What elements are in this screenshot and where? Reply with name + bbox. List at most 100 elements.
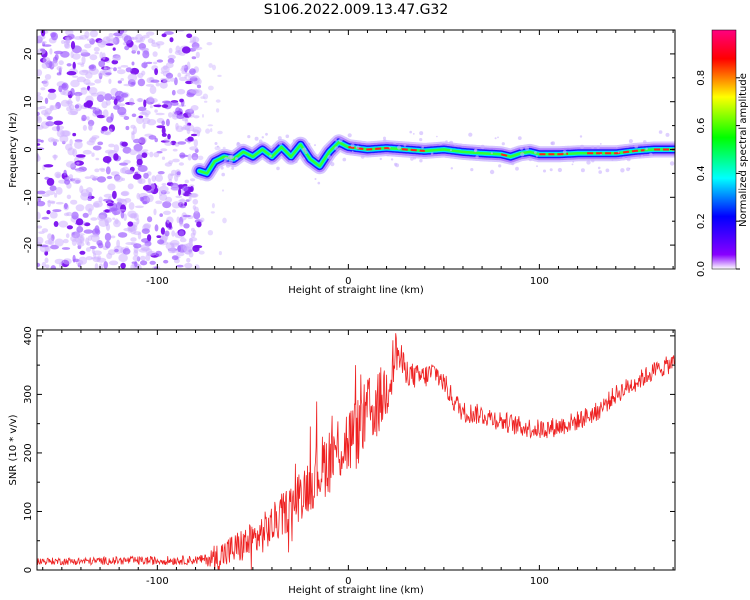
spectrogram-noise-blob — [37, 69, 43, 77]
spectrogram-noise-blob — [72, 61, 76, 70]
spectrogram-ridge-core — [539, 152, 568, 156]
spectrogram-noise-blob — [140, 260, 148, 266]
spectrogram-noise-blob — [192, 245, 200, 253]
spectrogram-noise-blob — [53, 50, 64, 55]
spectrogram-noise-blob — [79, 185, 84, 194]
spectrogram-noise-blob — [118, 253, 128, 263]
spectrogram-noise-blob — [185, 80, 193, 85]
spectrogram-scatter-point — [382, 139, 387, 143]
spectrogram-noise-blob — [62, 258, 72, 265]
spectrogram-noise-blob — [101, 126, 108, 132]
spectrogram-noise-blob — [122, 248, 131, 255]
spectrogram-scatter-point — [579, 135, 583, 138]
spectrogram-noise-blob — [53, 139, 60, 143]
y-tick-label: 0 — [23, 567, 34, 573]
spectrogram-scatter-point — [596, 145, 600, 149]
spectrogram-noise-blob — [159, 81, 168, 89]
spectrogram-noise-blob — [117, 106, 127, 116]
spectrogram-noise-blob — [185, 199, 190, 202]
spectrogram-noise-blob — [45, 190, 56, 196]
spectrogram-noise-blob — [120, 65, 129, 68]
spectrogram-noise-blob — [117, 103, 126, 107]
spectrogram-scatter-point — [302, 157, 306, 160]
spectrogram-noise-blob — [165, 196, 173, 203]
spectrogram-scatter-point — [645, 147, 648, 151]
spectrogram-noise-blob — [149, 98, 158, 103]
spectrogram-scatter-point — [517, 136, 522, 141]
spectrogram-noise-blob — [67, 98, 73, 107]
spectrogram-noise-blob — [165, 118, 170, 127]
spectrogram-noise-blob — [94, 108, 103, 117]
spectrogram-noise-blob — [200, 96, 206, 99]
spectrogram-noise-blob — [50, 265, 56, 269]
spectrogram-scatter-point — [494, 137, 497, 140]
spectrogram-scatter-point — [597, 166, 601, 170]
spectrogram-noise-blob — [168, 112, 173, 118]
spectrogram-noise-blob — [108, 33, 114, 38]
spectrogram-noise-blob — [104, 93, 113, 101]
x-tick-label: 0 — [345, 276, 351, 287]
spectrogram-noise-blob — [114, 248, 119, 253]
spectrogram-noise-blob — [54, 258, 64, 265]
spectrogram-noise-blob — [42, 57, 51, 64]
spectrogram-noise-blob — [192, 205, 197, 210]
spectrogram-noise-blob — [37, 190, 46, 195]
spectrogram-noise-blob — [211, 203, 215, 209]
colorbar-tick-label: 0.4 — [696, 165, 707, 181]
spectrogram-noise-blob — [161, 132, 167, 137]
spectrogram-noise-blob — [60, 130, 70, 137]
spectrogram-noise-blob — [37, 262, 41, 267]
spectrogram-noise-blob — [76, 161, 80, 165]
spectrogram-noise-blob — [171, 230, 176, 237]
spectrogram-noise-blob — [41, 40, 47, 44]
spectrogram-noise-blob — [136, 218, 140, 225]
spectrogram-noise-blob — [196, 84, 202, 89]
spectrogram-noise-blob — [59, 134, 69, 143]
spectrogram-noise-blob — [130, 67, 140, 75]
spectrogram-noise-blob — [96, 114, 106, 119]
spectrogram-noise-blob — [177, 245, 182, 253]
spectrogram-noise-blob — [119, 162, 128, 166]
spectrogram-noise-blob — [96, 176, 107, 183]
spectrogram-noise-blob — [147, 216, 153, 223]
spectrogram-noise-blob — [149, 105, 153, 109]
spectrogram-noise-blob — [188, 251, 194, 258]
spectrogram-noise-blob — [189, 193, 199, 198]
spectrogram-scatter-point — [265, 132, 268, 136]
spectrogram-noise-blob — [177, 235, 185, 239]
spectrogram-noise-blob — [171, 255, 179, 261]
spectrogram-noise-blob — [72, 53, 81, 60]
spectrogram-noise-blob — [207, 230, 214, 236]
spectrogram-noise-blob — [156, 235, 162, 239]
spectrogram-noise-blob — [113, 98, 118, 106]
spectrogram-noise-blob — [66, 194, 72, 200]
spectrogram-noise-blob — [137, 72, 144, 78]
x-tick-label: -100 — [146, 276, 169, 287]
spectrogram-scatter-point — [470, 168, 474, 172]
spectrogram-noise-blob — [63, 40, 70, 49]
spectrogram-scatter-point — [454, 143, 457, 147]
spectrogram-noise-blob — [128, 202, 135, 210]
spectrogram-noise-blob — [130, 213, 137, 219]
colorbar-tick-label: 0.8 — [696, 70, 707, 86]
spectrogram-noise-blob — [58, 85, 63, 93]
spectrogram-scatter-point — [421, 146, 424, 149]
spectrogram-noise-blob — [136, 98, 144, 103]
spectrogram-noise-blob — [214, 146, 221, 151]
snr-y-ticks: 0 100 200 300 400 — [23, 326, 675, 573]
spectrogram-noise-blob — [49, 185, 57, 191]
spectrogram-noise-blob — [61, 40, 65, 44]
spectrogram-noise-blob — [54, 238, 64, 247]
spectrogram-noise-blob — [91, 152, 95, 157]
spectrogram-noise-blob — [83, 229, 94, 234]
spectrogram-scatter-point — [235, 157, 238, 161]
spectrogram-noise-blob — [104, 232, 112, 242]
spectrogram-noise-blob — [85, 203, 94, 212]
spectrogram-noise-blob — [121, 141, 128, 147]
spectrogram-scatter-point — [388, 146, 391, 149]
spectrogram-noise-blob — [193, 115, 200, 119]
spectrogram-scatter-point — [223, 159, 226, 162]
spectrogram-noise-blob — [167, 173, 173, 181]
spectrogram-scatter-point — [628, 139, 633, 144]
